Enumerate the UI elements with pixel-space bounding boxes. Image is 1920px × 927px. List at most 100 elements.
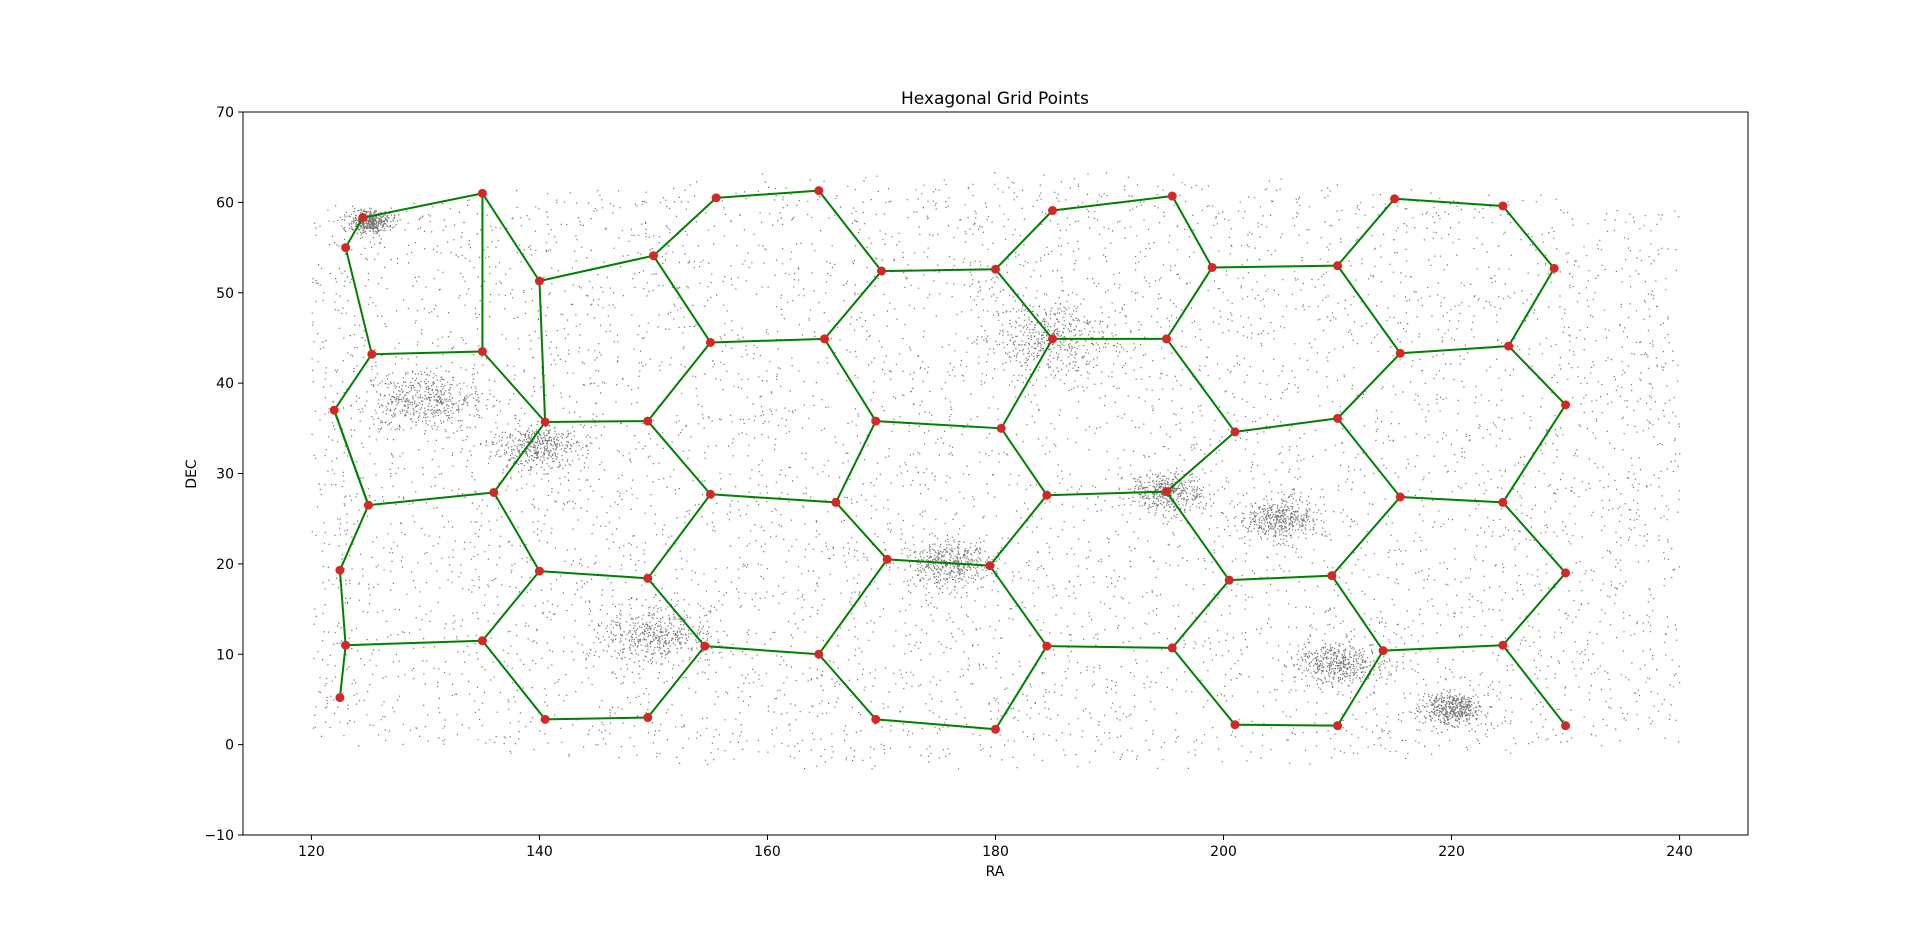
hexagon-edge xyxy=(492,491,541,573)
x-tick-label: 200 xyxy=(1210,844,1237,860)
grid-point xyxy=(1498,201,1508,211)
hexagon-edge xyxy=(1330,495,1402,577)
hexagon-edge xyxy=(1336,417,1402,498)
hexagon-edge xyxy=(1211,264,1339,269)
hexagon-edge xyxy=(703,645,820,656)
grid-point xyxy=(1048,206,1058,216)
hexagon-edge xyxy=(646,420,712,496)
grid-point xyxy=(1333,261,1343,271)
grid-point xyxy=(1378,646,1388,656)
y-tick-label: 30 xyxy=(216,467,234,483)
grid-point xyxy=(363,500,373,510)
hexagon-edge xyxy=(988,494,1048,567)
grid-point xyxy=(534,276,544,286)
hexagon-edge xyxy=(1165,430,1236,493)
grid-point xyxy=(477,636,487,646)
hexagon-edge xyxy=(1228,574,1333,582)
hexagon-edge xyxy=(1233,417,1339,433)
grid-points-layer xyxy=(329,186,1571,734)
hexagon-edge xyxy=(817,558,889,656)
grid-point xyxy=(477,346,487,356)
hexagon-edge xyxy=(1501,571,1567,647)
grid-point xyxy=(1504,341,1514,351)
grid-point xyxy=(1561,721,1571,731)
grid-point xyxy=(876,266,886,276)
hexagon-edge xyxy=(1171,646,1236,726)
grid-point xyxy=(871,416,881,426)
hexagon-edge xyxy=(1000,337,1054,430)
grid-point xyxy=(329,405,339,415)
grid-point xyxy=(489,487,499,497)
grid-point xyxy=(700,641,710,651)
hexagon-edge xyxy=(1165,337,1236,433)
hexagon-edge xyxy=(1336,352,1402,420)
hexagon-edge xyxy=(988,564,1048,648)
hexagon-edge xyxy=(874,420,1003,430)
y-axis-label: DEC xyxy=(184,459,200,489)
hexagon-edge xyxy=(1501,204,1556,270)
hexagon-edge xyxy=(538,280,547,423)
x-tick-label: 140 xyxy=(526,844,553,860)
hexagon-edge xyxy=(823,337,877,423)
grid-point xyxy=(814,649,824,659)
hexagon-edge xyxy=(1501,644,1567,727)
hexagon-edges-layer xyxy=(333,189,1567,731)
hexagon-edge xyxy=(333,409,370,507)
grid-point xyxy=(871,714,881,724)
grid-point xyxy=(1395,348,1405,358)
grid-point xyxy=(358,213,368,223)
grid-point xyxy=(985,561,995,571)
hexagon-edge xyxy=(1051,195,1174,212)
y-axis-ticks: −10 0 10 20 30 40 50 60 70 xyxy=(204,105,243,844)
hexagon-edge xyxy=(538,570,649,580)
hexagon-edge xyxy=(544,420,649,423)
hexagon-edge xyxy=(652,254,712,344)
grid-point xyxy=(1048,334,1058,344)
grid-point xyxy=(335,693,345,703)
grid-point xyxy=(705,489,715,499)
hexagon-edge xyxy=(1165,266,1214,340)
hexagon-edge xyxy=(344,246,373,356)
grid-point xyxy=(540,714,550,724)
hexagon-edge xyxy=(817,189,883,273)
hexagon-edge xyxy=(481,192,541,283)
grid-point xyxy=(705,337,715,347)
y-tick-label: 70 xyxy=(216,105,234,121)
hexagon-edge xyxy=(834,420,877,504)
grid-point xyxy=(1207,262,1217,272)
hexagon-edge xyxy=(994,268,1054,340)
grid-point xyxy=(643,713,653,723)
hexagon-edge xyxy=(817,653,877,721)
grid-point xyxy=(1167,643,1177,653)
grid-point xyxy=(814,186,824,196)
grid-point xyxy=(819,334,829,344)
hexagon-edge xyxy=(338,569,347,647)
grid-point xyxy=(1333,413,1343,423)
hexagon-edge xyxy=(646,493,712,580)
hexagon-edge xyxy=(1393,197,1504,207)
hexagon-edge xyxy=(1233,723,1339,727)
hexagon-edge xyxy=(481,639,547,721)
grid-point xyxy=(991,724,1000,734)
x-tick-label: 220 xyxy=(1438,844,1465,860)
hexagon-edge xyxy=(361,192,484,219)
hexagon-edge xyxy=(994,209,1054,271)
grid-point xyxy=(996,423,1006,433)
y-tick-label: 20 xyxy=(216,557,234,573)
hexagon-edge xyxy=(834,501,889,561)
hexagon-edge xyxy=(652,196,718,257)
hexagon-edge xyxy=(1399,345,1510,355)
grid-point xyxy=(335,565,345,575)
x-axis-label: RA xyxy=(986,864,1005,880)
hexagon-edge xyxy=(1000,427,1048,497)
hexagon-edge xyxy=(1171,579,1231,649)
hexagon-edge xyxy=(709,337,826,344)
hexagon-edge xyxy=(715,189,820,199)
grid-point xyxy=(1395,492,1405,502)
hexagon-edge xyxy=(880,268,997,273)
grid-point xyxy=(534,566,544,576)
hexagon-edge xyxy=(1507,267,1556,348)
hexagon-edge xyxy=(886,558,991,567)
hexagon-edge xyxy=(1336,649,1385,727)
